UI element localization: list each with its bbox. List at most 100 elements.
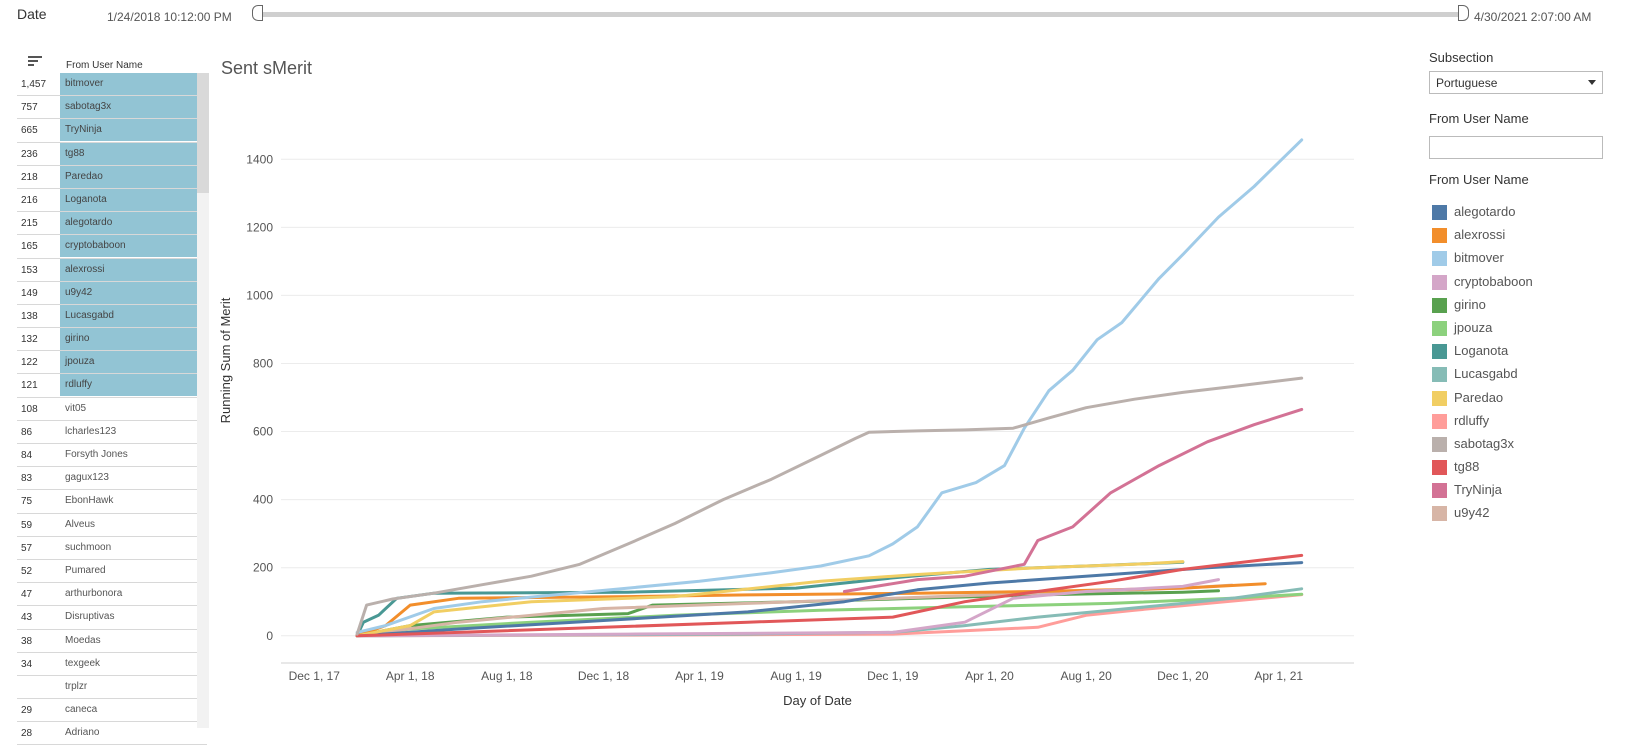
table-row[interactable]: 75 EbonHawk xyxy=(17,490,207,514)
y-tick-label: 200 xyxy=(253,561,273,575)
user-name-cell[interactable]: tg88 xyxy=(60,142,204,165)
date-range-start: 1/24/2018 10:12:00 PM xyxy=(107,10,232,24)
user-name-cell[interactable]: Loganota xyxy=(60,188,204,211)
table-row[interactable]: 38 Moedas xyxy=(17,630,207,653)
user-name-cell[interactable]: EbonHawk xyxy=(65,495,114,507)
table-row[interactable]: 84 Forsyth Jones xyxy=(17,444,207,468)
table-row[interactable]: 153 alexrossi xyxy=(17,258,207,282)
table-row[interactable]: 34 texgeek xyxy=(17,653,207,676)
table-row[interactable]: 121 rdluffy xyxy=(17,374,207,398)
table-row[interactable]: 165 cryptobaboon xyxy=(17,235,207,259)
table-row[interactable]: 138 Lucasgabd xyxy=(17,304,207,329)
table-row[interactable]: 47 arthurbonora xyxy=(17,583,207,607)
user-name-cell[interactable]: suchmoon xyxy=(65,541,112,553)
table-row[interactable]: trplzr xyxy=(17,676,207,700)
table-row[interactable]: 59 Alveus xyxy=(17,514,207,537)
table-row[interactable]: 665 TryNinja xyxy=(17,119,207,143)
table-row[interactable]: 108 vit05 xyxy=(17,398,207,421)
user-merit-table: 1,457 bitmover 757 sabotag3x 665 TryNinja 236 t… xyxy=(17,73,207,746)
x-tick-label: Dec 1, 19 xyxy=(867,669,919,683)
legend-label: Loganota xyxy=(1454,343,1509,359)
x-tick-label: Aug 1, 19 xyxy=(770,669,822,683)
table-row[interactable]: 1,457 bitmover xyxy=(17,73,207,97)
legend-label: rdluffy xyxy=(1454,412,1490,428)
user-name-cell[interactable]: lcharles123 xyxy=(65,425,117,437)
date-slider-start-handle[interactable] xyxy=(252,5,263,21)
merit-count: 43 xyxy=(21,612,33,624)
table-row[interactable]: 57 suchmoon xyxy=(17,537,207,560)
user-name-cell[interactable]: TryNinja xyxy=(60,119,204,142)
table-row[interactable]: 216 Loganota xyxy=(17,188,207,213)
legend-label: tg88 xyxy=(1454,459,1480,475)
legend-swatch xyxy=(1432,320,1447,336)
user-name-cell[interactable]: u9y42 xyxy=(60,281,204,304)
user-name-cell[interactable]: Alveus xyxy=(65,518,96,530)
user-name-cell[interactable]: caneca xyxy=(65,704,98,716)
x-tick-label: Dec 1, 18 xyxy=(578,669,630,683)
user-name-cell[interactable]: cryptobaboon xyxy=(60,235,204,258)
legend-swatch xyxy=(1432,367,1447,383)
merit-count: 149 xyxy=(21,287,38,299)
table-column-header[interactable]: From User Name xyxy=(66,60,143,71)
date-range-slider[interactable] xyxy=(257,12,1466,17)
user-name-cell[interactable]: Adriano xyxy=(65,727,100,739)
legend-swatch xyxy=(1432,506,1447,522)
table-row[interactable]: 215 alegotardo xyxy=(17,212,207,236)
table-row[interactable]: 236 tg88 xyxy=(17,142,207,166)
legend-swatch xyxy=(1432,251,1447,267)
table-scrollbar[interactable] xyxy=(197,73,209,728)
user-name-cell[interactable]: gagux123 xyxy=(65,472,109,484)
date-slider-end-handle[interactable] xyxy=(1458,5,1469,21)
user-name-cell[interactable]: Paredao xyxy=(60,165,204,188)
x-tick-label: Apr 1, 18 xyxy=(386,669,435,683)
series-line-bitmover xyxy=(355,138,1304,634)
subsection-dropdown[interactable]: Portuguese xyxy=(1429,71,1603,94)
user-name-cell[interactable]: girino xyxy=(60,328,204,351)
user-name-cell[interactable]: Moedas xyxy=(65,634,101,646)
user-name-cell[interactable]: alexrossi xyxy=(60,258,204,281)
merit-count: 47 xyxy=(21,589,33,601)
y-tick-label: 800 xyxy=(253,356,273,370)
series-line-tg88 xyxy=(355,553,1304,638)
user-name-cell[interactable]: bitmover xyxy=(60,73,204,95)
table-row[interactable]: 122 jpouza xyxy=(17,351,207,375)
table-row[interactable]: 29 caneca xyxy=(17,699,207,723)
merit-count: 121 xyxy=(21,380,38,392)
user-name-cell[interactable]: sabotag3x xyxy=(60,96,204,119)
y-axis-title: Running Sum of Merit xyxy=(218,297,233,423)
merit-count: 665 xyxy=(21,125,38,137)
merit-count: 122 xyxy=(21,357,38,369)
table-row[interactable]: 43 Disruptivas xyxy=(17,606,207,630)
series-line-tryninja xyxy=(842,407,1304,593)
user-name-cell[interactable]: arthurbonora xyxy=(65,588,123,600)
user-name-cell[interactable]: jpouza xyxy=(60,351,204,374)
merit-count: 138 xyxy=(21,310,38,322)
series-line-alegotardo xyxy=(355,561,1304,638)
user-name-cell[interactable]: texgeek xyxy=(65,657,101,669)
table-row[interactable]: 218 Paredao xyxy=(17,165,207,189)
user-name-cell[interactable]: alegotardo xyxy=(60,212,204,235)
x-tick-label: Aug 1, 18 xyxy=(481,669,533,683)
legend-label: alexrossi xyxy=(1454,227,1506,243)
user-name-cell[interactable]: Lucasgabd xyxy=(60,304,204,327)
table-row[interactable]: 132 girino xyxy=(17,328,207,352)
user-filter-input[interactable] xyxy=(1429,136,1603,159)
user-name-cell[interactable]: Forsyth Jones xyxy=(65,449,128,460)
sort-icon[interactable] xyxy=(28,56,42,68)
table-row[interactable]: 83 gagux123 xyxy=(17,467,207,491)
user-name-cell[interactable]: Disruptivas xyxy=(65,611,115,623)
user-name-cell[interactable]: trplzr xyxy=(65,680,88,692)
table-row[interactable]: 28 Adriano xyxy=(17,722,207,746)
table-row[interactable]: 757 sabotag3x xyxy=(17,96,207,120)
table-row[interactable]: 86 lcharles123 xyxy=(17,421,207,444)
x-tick-label: Dec 1, 17 xyxy=(289,669,341,683)
user-name-cell[interactable]: vit05 xyxy=(65,402,87,414)
table-row[interactable]: 52 Pumared xyxy=(17,560,207,584)
scrollbar-thumb[interactable] xyxy=(197,73,209,193)
user-name-cell[interactable]: Pumared xyxy=(65,564,106,576)
merit-count: 757 xyxy=(21,102,38,114)
legend-label: TryNinja xyxy=(1454,482,1502,498)
table-row[interactable]: 149 u9y42 xyxy=(17,281,207,305)
user-name-cell[interactable]: rdluffy xyxy=(60,374,204,397)
merit-count: 38 xyxy=(21,635,33,647)
